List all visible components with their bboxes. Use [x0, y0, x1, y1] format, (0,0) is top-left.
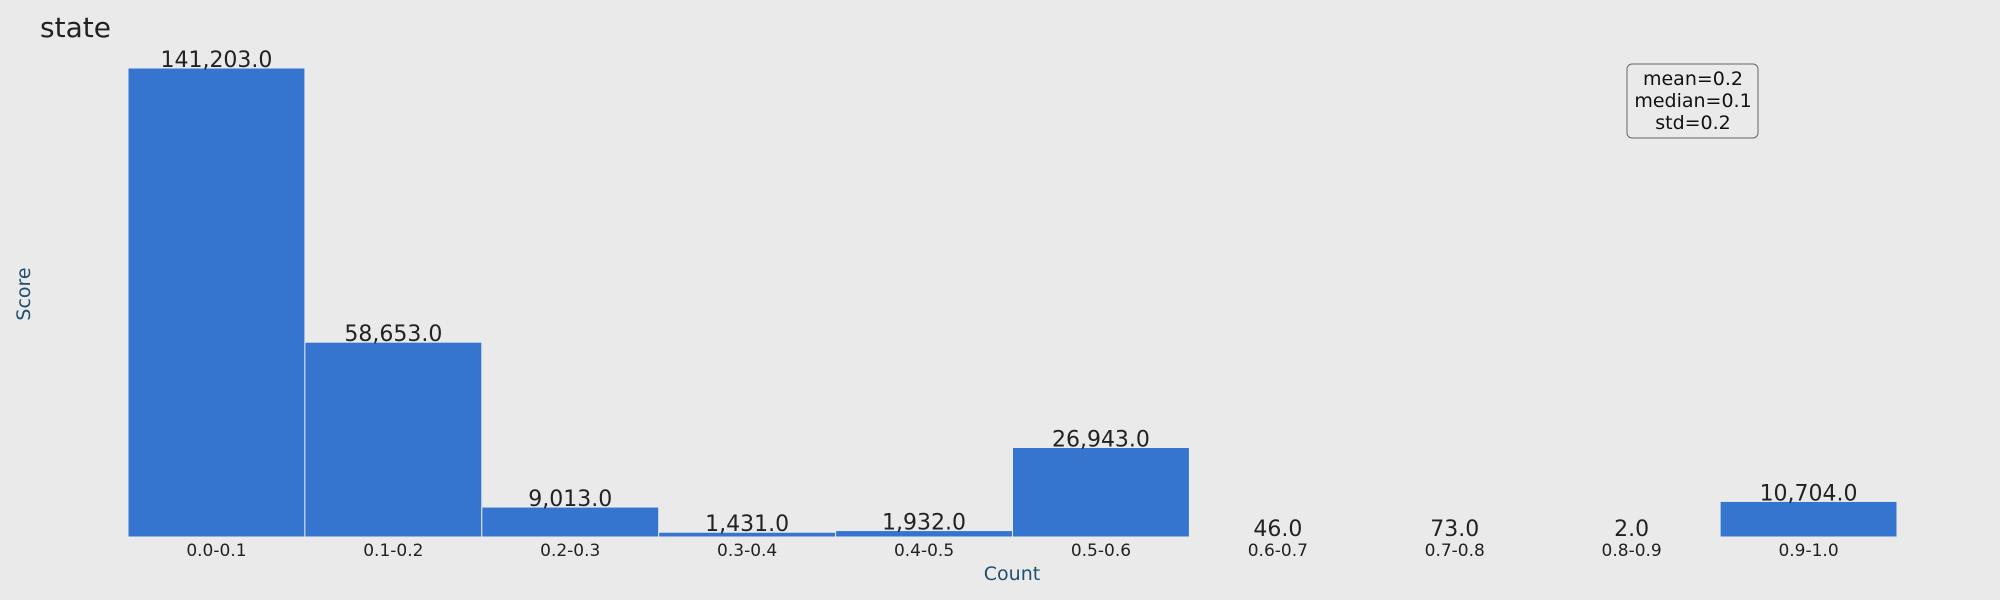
bar-0.5-0.6 [1012, 447, 1190, 538]
bar-value-label: 1,932.0 [882, 511, 966, 536]
stats-std: std=0.2 [1655, 112, 1731, 134]
bar-value-label: 58,653.0 [344, 322, 442, 347]
stats-median: median=0.1 [1634, 90, 1751, 112]
bars-group [127, 67, 1898, 538]
y-axis-label: Score [13, 267, 35, 320]
bar-0.1-0.2 [304, 341, 483, 538]
bar-value-labels: 141,203.0 58,653.0 9,013.0 1,431.0 1,932.0 26… [160, 48, 1857, 542]
bar-value-label: 9,013.0 [528, 487, 612, 512]
bar-0.9-1.0 [1719, 500, 1898, 538]
bar-value-label: 46.0 [1253, 517, 1302, 542]
bar-value-label: 73.0 [1430, 517, 1479, 542]
bar-0.2-0.3 [481, 506, 660, 538]
stats-box: mean=0.2 median=0.1 std=0.2 [1626, 63, 1759, 139]
bar-value-label: 1,431.0 [705, 512, 789, 537]
stats-box-frame [1626, 63, 1759, 139]
x-tick-label: 0.8-0.9 [1602, 541, 1662, 561]
x-tick-label: 0.7-0.8 [1425, 541, 1485, 561]
x-tick-label: 0.5-0.6 [1071, 541, 1131, 561]
chart-title: state [40, 11, 111, 44]
x-tick-label: 0.9-1.0 [1778, 541, 1838, 561]
bar-value-label: 26,943.0 [1052, 428, 1150, 453]
x-tick-labels: 0.0-0.1 0.1-0.2 0.2-0.3 0.3-0.4 0.4-0.5 0.5-0… [186, 541, 1838, 561]
bar-value-label: 2.0 [1614, 517, 1649, 542]
x-axis-label: Count [984, 563, 1040, 585]
x-tick-label: 0.6-0.7 [1248, 541, 1308, 561]
x-tick-label: 0.2-0.3 [540, 541, 600, 561]
x-tick-label: 0.0-0.1 [186, 541, 246, 561]
bar-value-label: 141,203.0 [160, 48, 272, 73]
bar-value-label: 10,704.0 [1760, 481, 1858, 506]
x-tick-label: 0.1-0.2 [363, 541, 423, 561]
x-tick-label: 0.4-0.5 [894, 541, 954, 561]
x-tick-label: 0.3-0.4 [717, 541, 777, 561]
stats-mean: mean=0.2 [1643, 68, 1743, 90]
bar-0.0-0.1 [127, 67, 306, 538]
